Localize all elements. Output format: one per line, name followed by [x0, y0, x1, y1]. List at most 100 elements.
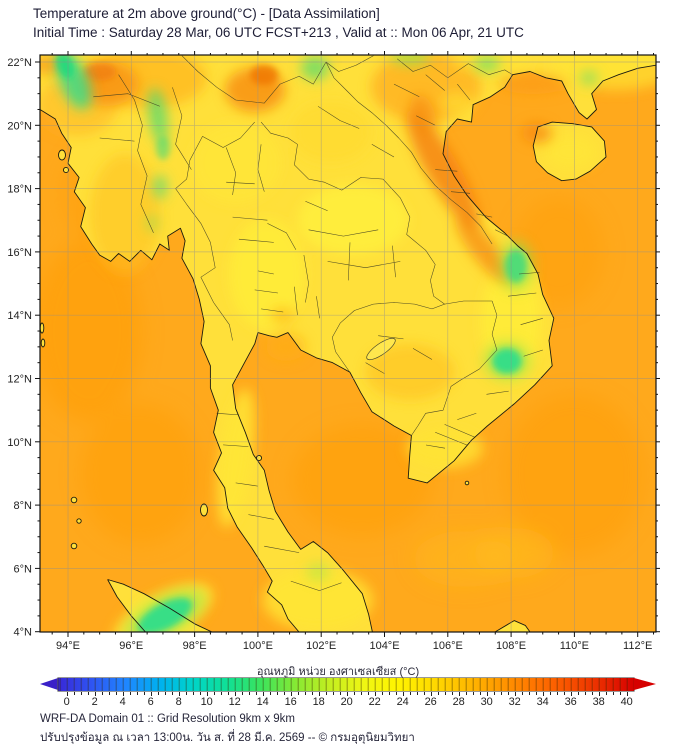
colorbar-tick — [402, 691, 404, 696]
colorbar-tick — [367, 691, 369, 695]
lon-tick-label: 96°E — [119, 640, 143, 652]
colorbar-tick-number: 20 — [340, 696, 353, 708]
colorbar-tick — [241, 691, 243, 695]
colorbar-tick-number: 6 — [147, 696, 154, 708]
colorbar-max-arrow — [634, 678, 656, 690]
colorbar-tick — [318, 691, 320, 696]
colorbar-tick — [388, 691, 390, 695]
colorbar-label: อุณหภูมิ หน่วย องศาเซลเซียส (°C) — [256, 666, 420, 678]
colorbar-tick-number: 28 — [452, 696, 465, 708]
colorbar-tick-number: 24 — [396, 696, 409, 708]
colorbar-tick — [80, 691, 82, 695]
colorbar-tick — [472, 691, 474, 695]
colorbar-tick — [626, 691, 628, 696]
colorbar-min-arrow — [40, 678, 58, 690]
colorbar-tick — [108, 691, 110, 695]
colorbar-tick — [339, 691, 341, 695]
colorbar-tick-number: 36 — [564, 696, 577, 708]
colorbar-tick-number: 14 — [256, 696, 269, 708]
colorbar-tick-number: 2 — [91, 696, 98, 708]
lat-tick-label: 4°N — [14, 627, 33, 639]
lat-tick-label: 22°N — [7, 57, 32, 69]
colorbar-tick — [66, 691, 68, 696]
lon-tick-label: 106°E — [433, 640, 463, 652]
colorbar-tick — [458, 691, 460, 696]
lon-tick-label: 94°E — [56, 640, 80, 652]
footer-domain-info: WRF-DA Domain 01 :: Grid Resolution 9km … — [40, 713, 295, 725]
lat-tick-label: 12°N — [7, 374, 32, 386]
colorbar-tick — [549, 691, 551, 695]
colorbar-tick — [185, 691, 187, 695]
colorbar-tick — [619, 691, 621, 695]
coastline — [40, 64, 656, 632]
footer-update-info: ปรับปรุงข้อมูล ณ เวลา 13:00น. วัน ส. ที่… — [40, 732, 415, 744]
lat-tick-label: 10°N — [7, 437, 32, 449]
colorbar-tick-number: 32 — [508, 696, 521, 708]
colorbar-tick-number: 16 — [284, 696, 297, 708]
map-title: Temperature at 2m above ground(°C) - [Da… — [33, 6, 380, 21]
colorbar-tick-number: 38 — [592, 696, 605, 708]
colorbar-tick — [290, 691, 292, 696]
colorbar-tick — [206, 691, 208, 696]
colorbar-tick — [577, 691, 579, 695]
colorbar-tick — [500, 691, 502, 695]
colorbar-tick — [360, 691, 362, 695]
colorbar-tick — [129, 691, 131, 695]
colorbar-tick — [493, 691, 495, 695]
axis-labels: 94°E 96°E 98°E 100°E 102°E 104°E 106°E 108°E 110… — [7, 57, 652, 652]
colorbar-tick — [584, 691, 586, 695]
colorbar-tick — [150, 691, 152, 696]
lon-tick-label: 102°E — [306, 640, 336, 652]
map-frame — [39, 54, 657, 633]
colorbar-tick — [353, 691, 355, 695]
colorbar-tick — [381, 691, 383, 695]
lat-tick-label: 8°N — [14, 500, 33, 512]
colorbar-tick-number: 8 — [175, 696, 182, 708]
colorbar-tick-number: 22 — [368, 696, 381, 708]
colorbar-tick — [262, 691, 264, 696]
colorbar-tick — [409, 691, 411, 695]
lon-tick-label: 98°E — [183, 640, 207, 652]
map-subtitle: Initial Time : Saturday 28 Mar, 06 UTC F… — [33, 25, 524, 40]
colorbar-tick — [416, 691, 418, 695]
graticule — [40, 55, 656, 632]
colorbar-tick — [346, 691, 348, 696]
colorbar-tick — [304, 691, 306, 695]
colorbar-tick — [395, 691, 397, 695]
lon-tick-label: 112°E — [623, 640, 652, 652]
colorbar-tick — [486, 691, 488, 696]
colorbar-tick — [430, 691, 432, 696]
colorbar-tick-number: 0 — [63, 696, 70, 708]
colorbar-tick — [297, 691, 299, 695]
colorbar-tick — [451, 691, 453, 695]
colorbar-tick — [514, 691, 516, 696]
lat-tick-label: 16°N — [7, 247, 32, 259]
lon-tick-label: 104°E — [369, 640, 399, 652]
colorbar-tick — [94, 691, 96, 696]
colorbar-tick — [542, 691, 544, 696]
colorbar-tick — [136, 691, 138, 695]
colorbar-tick — [115, 691, 117, 695]
colorbar-tick — [157, 691, 159, 695]
colorbar-tick — [535, 691, 537, 695]
colorbar-tick — [479, 691, 481, 695]
colorbar-tick — [248, 691, 250, 695]
colorbar-cell-dividers — [58, 678, 634, 691]
colorbar-tick — [199, 691, 201, 695]
colorbar-tick — [444, 691, 446, 695]
temperature-raster — [40, 55, 656, 632]
lon-tick-label: 110°E — [560, 640, 589, 652]
colorbar-gradient — [58, 678, 634, 691]
mainland-landmass — [40, 55, 656, 632]
colorbar-tick — [570, 691, 572, 696]
lon-tick-label: 108°E — [496, 640, 526, 652]
temperature-map: 94°E 96°E 98°E 100°E 102°E 104°E 106°E 108°E 110… — [7, 51, 660, 652]
colorbar-tick — [213, 691, 215, 695]
lon-tick-label: 100°E — [243, 640, 273, 652]
colorbar-tick — [143, 691, 145, 695]
colorbar-tick — [521, 691, 523, 695]
colorbar-tick — [437, 691, 439, 695]
colorbar-tick — [465, 691, 467, 695]
colorbar-tick — [283, 691, 285, 695]
colorbar-tick-number: 26 — [424, 696, 437, 708]
